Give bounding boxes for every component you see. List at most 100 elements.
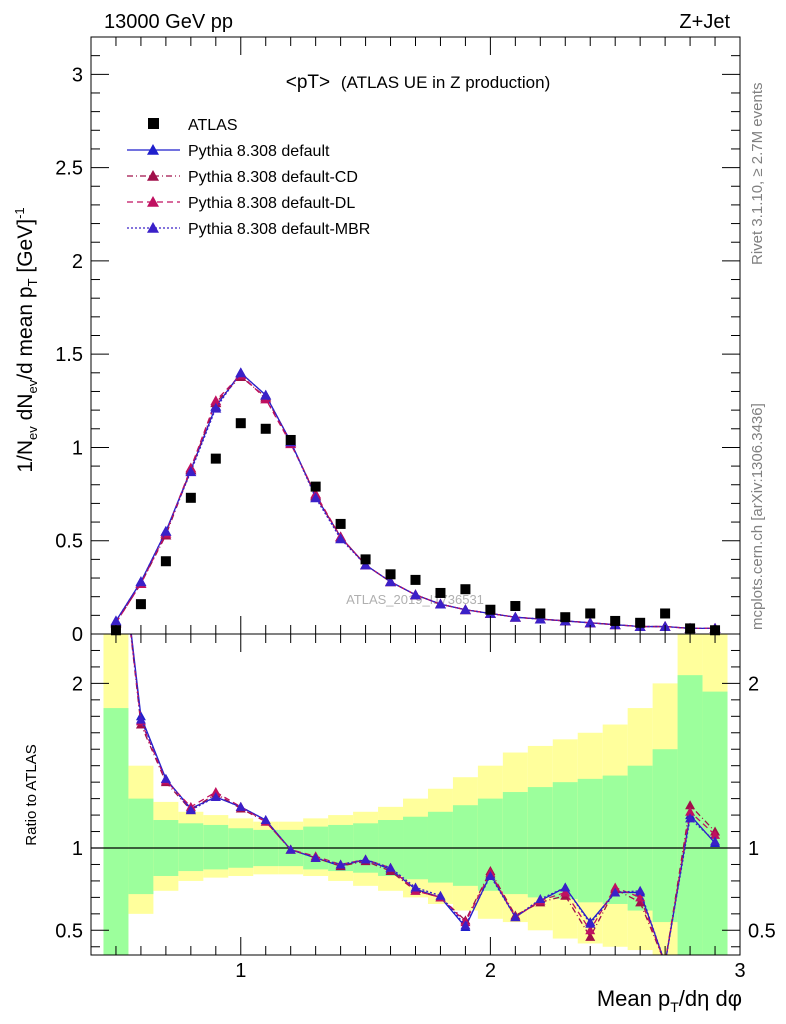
ratio-marker-default-DL: [685, 806, 696, 816]
marker-default-MBR: [509, 611, 521, 622]
ratio-marker-default-MBR: [535, 894, 546, 904]
band-inner-bin: [128, 798, 154, 895]
data-point-atlas: [435, 587, 446, 598]
marker-default-MBR: [235, 367, 247, 378]
data-point-atlas: [660, 608, 671, 619]
band-inner-bin: [527, 787, 553, 898]
marker-default-MBR: [584, 617, 596, 628]
ylabel-sub: T: [25, 278, 40, 286]
band-inner-bin: [103, 708, 129, 955]
data-point-atlas: [185, 492, 196, 503]
marker-default-DL: [210, 395, 222, 406]
legend-label: Pythia 8.308 default-DL: [188, 195, 355, 212]
side-label-bottom: mcplots.cern.ch [arXiv:1306.3436]: [749, 403, 766, 630]
legend-entry-default-CD: Pythia 8.308 default-CD: [127, 169, 358, 186]
ratio-marker-default-MBR: [135, 714, 146, 724]
ratio-marker-default-DL: [610, 882, 621, 892]
marker-default-MBR: [434, 598, 446, 609]
marker-default-MBR: [210, 402, 222, 413]
ratio-series-group: [130, 634, 721, 955]
ratio-panel: [91, 634, 740, 955]
y-tick-label: 0: [72, 624, 83, 646]
ratio-ylabel: Ratio to ATLAS: [23, 744, 40, 845]
ratio-y-tick-label-right: 2: [748, 673, 759, 695]
marker-default-MBR: [160, 525, 172, 536]
y-tick-label: 1.5: [55, 344, 83, 366]
plot-title-sub: (ATLAS UE in Z production): [341, 73, 550, 92]
data-point-atlas: [510, 601, 521, 612]
band-inner-bin: [702, 691, 728, 955]
ratio-marker-default-MBR: [310, 852, 321, 862]
legend-label: Pythia 8.308 default-MBR: [188, 221, 370, 238]
main-ylabel: 1/Nev dNev/d mean pT [GeV]-1: [12, 207, 40, 472]
marker-default-MBR: [459, 604, 471, 615]
plot-title-main: <pT>: [286, 72, 330, 93]
marker-default-MBR: [360, 559, 372, 570]
ratio-marker-default-MBR: [235, 801, 246, 811]
ratio-marker-default-DL: [585, 925, 596, 935]
ratio-marker-default-MBR: [460, 920, 471, 930]
ratio-marker-default-DL: [210, 787, 221, 797]
ylabel-part: [GeV]: [14, 219, 37, 279]
marker-default-MBR: [135, 576, 147, 587]
band-inner-bin: [577, 778, 603, 903]
ylabel-part: /d mean p: [14, 286, 37, 379]
marker-default-MBR: [110, 615, 122, 626]
ratio-marker-default-MBR: [260, 815, 271, 825]
legend: ATLAS Pythia 8.308 default Pythia 8.308 de…: [127, 117, 370, 238]
legend-entry-default-DL: Pythia 8.308 default-DL: [127, 195, 355, 212]
ylabel-part: 1/N: [14, 440, 37, 473]
data-point-atlas: [260, 423, 271, 434]
ratio-marker-default-MBR: [610, 887, 621, 897]
ratio-marker-default-MBR: [485, 870, 496, 880]
marker-default-MBR: [385, 576, 397, 587]
data-point-atlas: [460, 584, 471, 595]
marker-default-MBR: [310, 492, 322, 503]
data-point-atlas: [560, 612, 571, 623]
legend-triangle-icon: [147, 222, 159, 233]
band-inner-bin: [178, 823, 204, 872]
ratio-y-tick-label: 0.5: [55, 920, 83, 942]
legend-triangle-icon: [147, 170, 159, 181]
data-point-atlas: [135, 599, 146, 610]
data-point-atlas: [585, 608, 596, 619]
watermark: ATLAS_2019_I1736531: [346, 592, 484, 607]
data-point-atlas: [535, 608, 546, 619]
marker-default-MBR: [335, 533, 347, 544]
xlabel-sub: T: [670, 999, 679, 1015]
ratio-marker-default-MBR: [510, 912, 521, 922]
data-point-atlas: [335, 518, 346, 529]
data-point-atlas: [310, 481, 321, 492]
legend-triangle-icon: [147, 144, 159, 155]
band-inner-bin: [427, 811, 453, 883]
legend-entry-default: Pythia 8.308 default: [127, 143, 330, 160]
data-point-atlas: [285, 434, 296, 445]
ylabel-part: dN: [14, 394, 37, 427]
main-panel: [110, 367, 721, 636]
data-point-atlas: [235, 418, 246, 429]
data-point-atlas: [635, 617, 646, 628]
ratio-marker-default-MBR: [635, 885, 646, 895]
plot-title: <pT> (ATLAS UE in Z production): [286, 72, 551, 93]
x-tick-label: 3: [734, 960, 745, 982]
ratio-marker-default-MBR: [185, 805, 196, 815]
ylabel-sub: ev: [25, 426, 40, 440]
ratio-y-tick-label-right: 0.5: [748, 920, 776, 942]
data-point-atlas: [385, 569, 396, 580]
ratio-marker-default-MBR: [385, 862, 396, 872]
data-point-atlas: [485, 604, 496, 615]
ratio-marker-default-MBR: [285, 844, 296, 854]
y-tick-label: 0.5: [55, 531, 83, 553]
y-tick-label: 1: [72, 437, 83, 459]
data-point-atlas: [210, 453, 221, 464]
ratio-y-tick-label-right: 1: [748, 838, 759, 860]
ratio-marker-default-MBR: [685, 813, 696, 823]
xlabel-part: Mean p: [597, 986, 670, 1011]
ratio-marker-default-DL: [560, 887, 571, 897]
band-inner-bin: [203, 824, 229, 870]
ylabel-sup: -1: [12, 207, 27, 219]
ratio-marker-default-MBR: [360, 854, 371, 864]
ratio-marker-default-MBR: [160, 773, 171, 783]
marker-default-MBR: [260, 389, 272, 400]
